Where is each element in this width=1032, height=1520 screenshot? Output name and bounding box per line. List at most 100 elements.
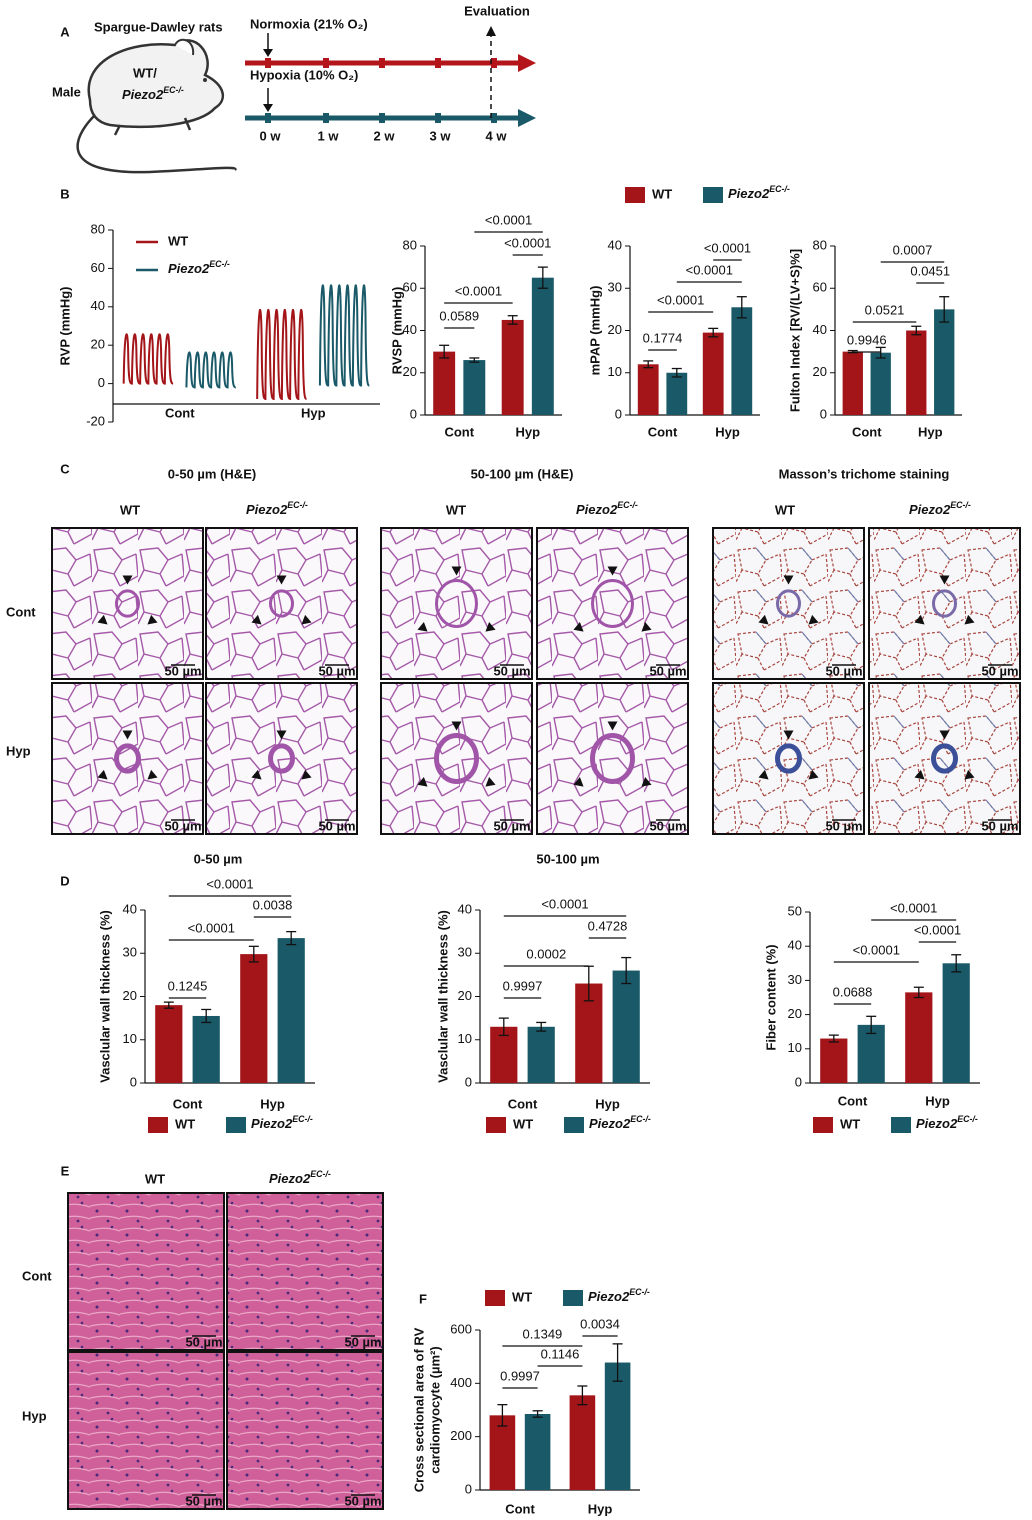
genotype-ko: Piezo2EC-/-	[122, 85, 184, 102]
arrowhead	[417, 622, 428, 632]
arrowhead	[641, 622, 652, 632]
x-tick-label: Hyp	[260, 1096, 285, 1111]
bar	[906, 330, 927, 415]
panel-label: D	[60, 873, 69, 888]
p-value: <0.0001	[657, 292, 704, 307]
arrowhead	[147, 614, 158, 625]
y-tick-label: 30	[123, 945, 137, 960]
arrowhead	[97, 769, 108, 780]
bar	[842, 351, 863, 415]
scale-bar-label: 50 µm	[344, 1334, 381, 1349]
error-bar	[736, 296, 747, 319]
pressure-trace	[318, 284, 370, 387]
legend-swatch	[485, 1290, 505, 1306]
x-tick-label: Hyp	[595, 1096, 620, 1111]
x-tick-label: Cont	[648, 424, 678, 439]
y-tick-label: 60	[403, 280, 417, 295]
p-value: <0.0001	[853, 942, 900, 957]
y-tick-label: 60	[91, 260, 105, 275]
section-header: Masson’s trichome staining	[779, 466, 950, 481]
row-label: Cont	[22, 1268, 52, 1283]
x-tick-label: Hyp	[588, 1501, 613, 1516]
micrograph	[226, 1351, 384, 1510]
column-label-base: Piezo2	[246, 502, 288, 517]
error-bar	[708, 327, 719, 338]
legend-label: Piezo2EC-/-	[251, 1114, 313, 1131]
legend-label: WT	[513, 1116, 533, 1131]
micrograph	[868, 682, 1021, 835]
p-value: <0.0001	[686, 262, 733, 277]
column-label: WT	[145, 1171, 165, 1186]
time-tick	[323, 58, 329, 68]
bar	[857, 1024, 885, 1083]
error-bar	[911, 325, 922, 336]
y-tick-label: 40	[458, 901, 472, 916]
vessel	[591, 579, 634, 628]
arrowhead	[573, 622, 584, 632]
y-axis-label: Vasclular wall thickness (%)	[435, 910, 450, 1083]
bar	[604, 1362, 631, 1490]
time-tick	[435, 113, 441, 123]
p-value: <0.0001	[890, 900, 937, 915]
column-label-sup: EC-/-	[950, 500, 971, 510]
p-value: <0.0001	[704, 240, 751, 255]
timepoint: 3 w	[430, 128, 452, 143]
legend-label: WT	[652, 186, 672, 201]
y-axis-label: RVSP (mmHg)	[389, 287, 404, 375]
bar	[524, 1414, 551, 1490]
legend-label-base: Piezo2	[168, 261, 210, 276]
arrowhead	[276, 730, 287, 740]
micrograph	[226, 1192, 384, 1351]
p-value: 0.0002	[526, 946, 566, 961]
y-tick-label: 30	[788, 972, 802, 987]
y-tick-label: 80	[813, 237, 827, 252]
chart-title: 50-100 µm	[536, 851, 599, 866]
x-tick-label: Cont	[838, 1093, 868, 1108]
arrowhead	[607, 721, 618, 731]
column-label-sup: EC-/-	[617, 500, 638, 510]
legend-label-sup: EC-/-	[629, 1287, 650, 1297]
arrowhead	[451, 566, 462, 576]
arrowhead	[808, 614, 819, 625]
arrowhead	[939, 575, 950, 585]
x-tick-label: Cont	[173, 1096, 203, 1111]
section-header: 50-100 µm (H&E)	[471, 466, 574, 481]
column-label-base: Piezo2	[576, 502, 618, 517]
x-tick-label: Hyp	[918, 424, 943, 439]
vessel	[269, 589, 294, 618]
start-arrow-head	[263, 104, 273, 112]
bar	[666, 372, 688, 415]
error-bar	[439, 344, 450, 359]
p-value: <0.0001	[206, 876, 253, 891]
y-tick-label: 20	[123, 988, 137, 1003]
arrowhead	[485, 777, 496, 787]
p-value: <0.0001	[455, 283, 502, 298]
x-tick-label: Hyp	[925, 1093, 950, 1108]
sex: Male	[52, 84, 81, 99]
scale-bar-label: 50 µm	[825, 663, 862, 678]
bar	[820, 1038, 848, 1083]
column-label-sup: EC-/-	[310, 1169, 331, 1179]
scale-bar-label: 50 µm	[318, 818, 355, 833]
bar	[942, 963, 970, 1083]
time-tick	[265, 113, 271, 123]
bar	[192, 1015, 220, 1083]
y-axis-label: RVP (mmHg)	[57, 287, 72, 366]
arrowhead	[783, 575, 794, 585]
error-bar	[469, 357, 480, 363]
p-value: 0.1774	[643, 330, 683, 345]
micrograph	[380, 527, 533, 680]
legend-label: WT	[168, 233, 188, 248]
y-tick-label: 20	[403, 364, 417, 379]
vessel	[775, 743, 802, 774]
bar	[905, 992, 933, 1083]
y-tick-label: 10	[123, 1031, 137, 1046]
evaluation-arrow	[486, 26, 496, 36]
y-tick-label: 0	[465, 1481, 472, 1496]
bar	[527, 1026, 555, 1083]
x-tick-label: Cont	[165, 405, 195, 420]
arrowhead	[276, 575, 287, 585]
arrowhead	[607, 566, 618, 576]
y-tick-label: 0	[465, 1074, 472, 1089]
timeline-arrow	[518, 109, 536, 127]
